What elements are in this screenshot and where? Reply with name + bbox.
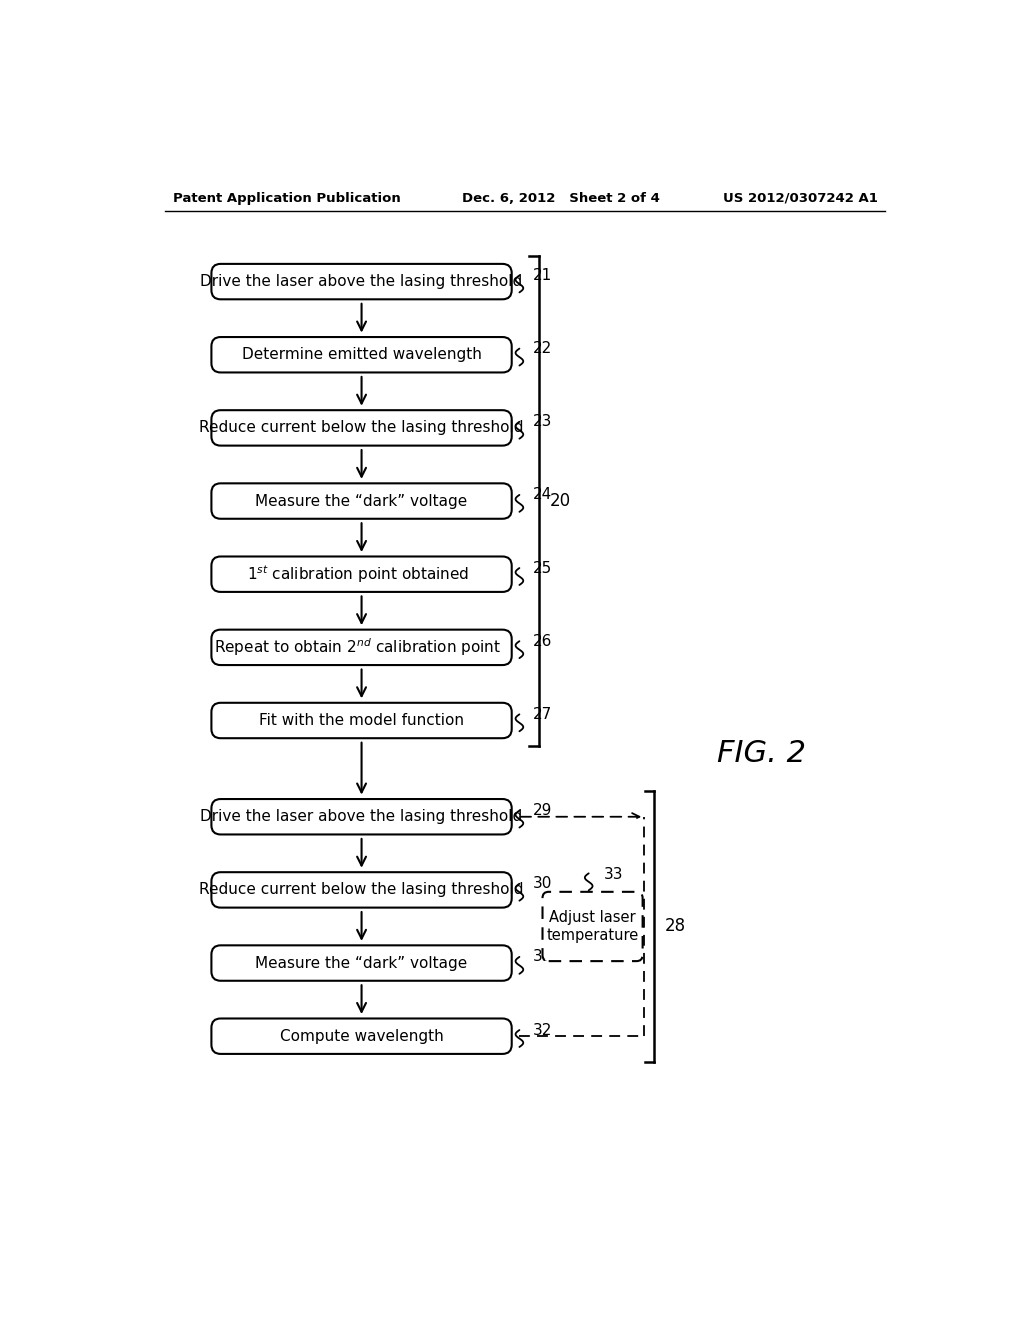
- Text: 30: 30: [534, 876, 553, 891]
- Text: Determine emitted wavelength: Determine emitted wavelength: [242, 347, 481, 362]
- Text: 25: 25: [534, 561, 553, 576]
- Text: Compute wavelength: Compute wavelength: [280, 1028, 443, 1044]
- FancyBboxPatch shape: [211, 337, 512, 372]
- Text: 32: 32: [534, 1023, 553, 1038]
- FancyBboxPatch shape: [211, 702, 512, 738]
- FancyBboxPatch shape: [543, 892, 643, 961]
- Text: 26: 26: [534, 634, 553, 648]
- FancyBboxPatch shape: [211, 557, 512, 591]
- Text: 23: 23: [534, 414, 553, 429]
- Text: Drive the laser above the lasing threshold: Drive the laser above the lasing thresho…: [201, 275, 522, 289]
- Text: 27: 27: [534, 706, 553, 722]
- Text: Repeat to obtain 2$^{nd}$ calibration point: Repeat to obtain 2$^{nd}$ calibration po…: [214, 636, 502, 659]
- FancyBboxPatch shape: [211, 264, 512, 300]
- Text: 21: 21: [534, 268, 553, 282]
- Text: 29: 29: [534, 803, 553, 818]
- Text: 22: 22: [534, 341, 553, 356]
- FancyBboxPatch shape: [211, 873, 512, 908]
- FancyBboxPatch shape: [211, 1019, 512, 1053]
- Text: Fit with the model function: Fit with the model function: [259, 713, 464, 729]
- Text: FIG. 2: FIG. 2: [718, 739, 807, 768]
- FancyBboxPatch shape: [211, 411, 512, 446]
- Text: US 2012/0307242 A1: US 2012/0307242 A1: [723, 191, 878, 205]
- Text: 28: 28: [665, 917, 686, 936]
- Text: Measure the “dark” voltage: Measure the “dark” voltage: [255, 494, 468, 508]
- FancyBboxPatch shape: [211, 799, 512, 834]
- Text: 20: 20: [550, 492, 570, 510]
- Text: Patent Application Publication: Patent Application Publication: [173, 191, 400, 205]
- FancyBboxPatch shape: [211, 630, 512, 665]
- Text: Drive the laser above the lasing threshold: Drive the laser above the lasing thresho…: [201, 809, 522, 824]
- Text: Dec. 6, 2012   Sheet 2 of 4: Dec. 6, 2012 Sheet 2 of 4: [462, 191, 659, 205]
- Text: Reduce current below the lasing threshold: Reduce current below the lasing threshol…: [200, 882, 524, 898]
- Text: Adjust laser
temperature: Adjust laser temperature: [547, 911, 639, 942]
- Text: Reduce current below the lasing threshold: Reduce current below the lasing threshol…: [200, 420, 524, 436]
- Text: Measure the “dark” voltage: Measure the “dark” voltage: [255, 956, 468, 970]
- Text: 24: 24: [534, 487, 553, 503]
- FancyBboxPatch shape: [211, 483, 512, 519]
- Text: 31: 31: [534, 949, 553, 965]
- FancyBboxPatch shape: [211, 945, 512, 981]
- Text: 33: 33: [604, 867, 624, 882]
- Text: 1$^{st}$ calibration point obtained: 1$^{st}$ calibration point obtained: [247, 564, 469, 585]
